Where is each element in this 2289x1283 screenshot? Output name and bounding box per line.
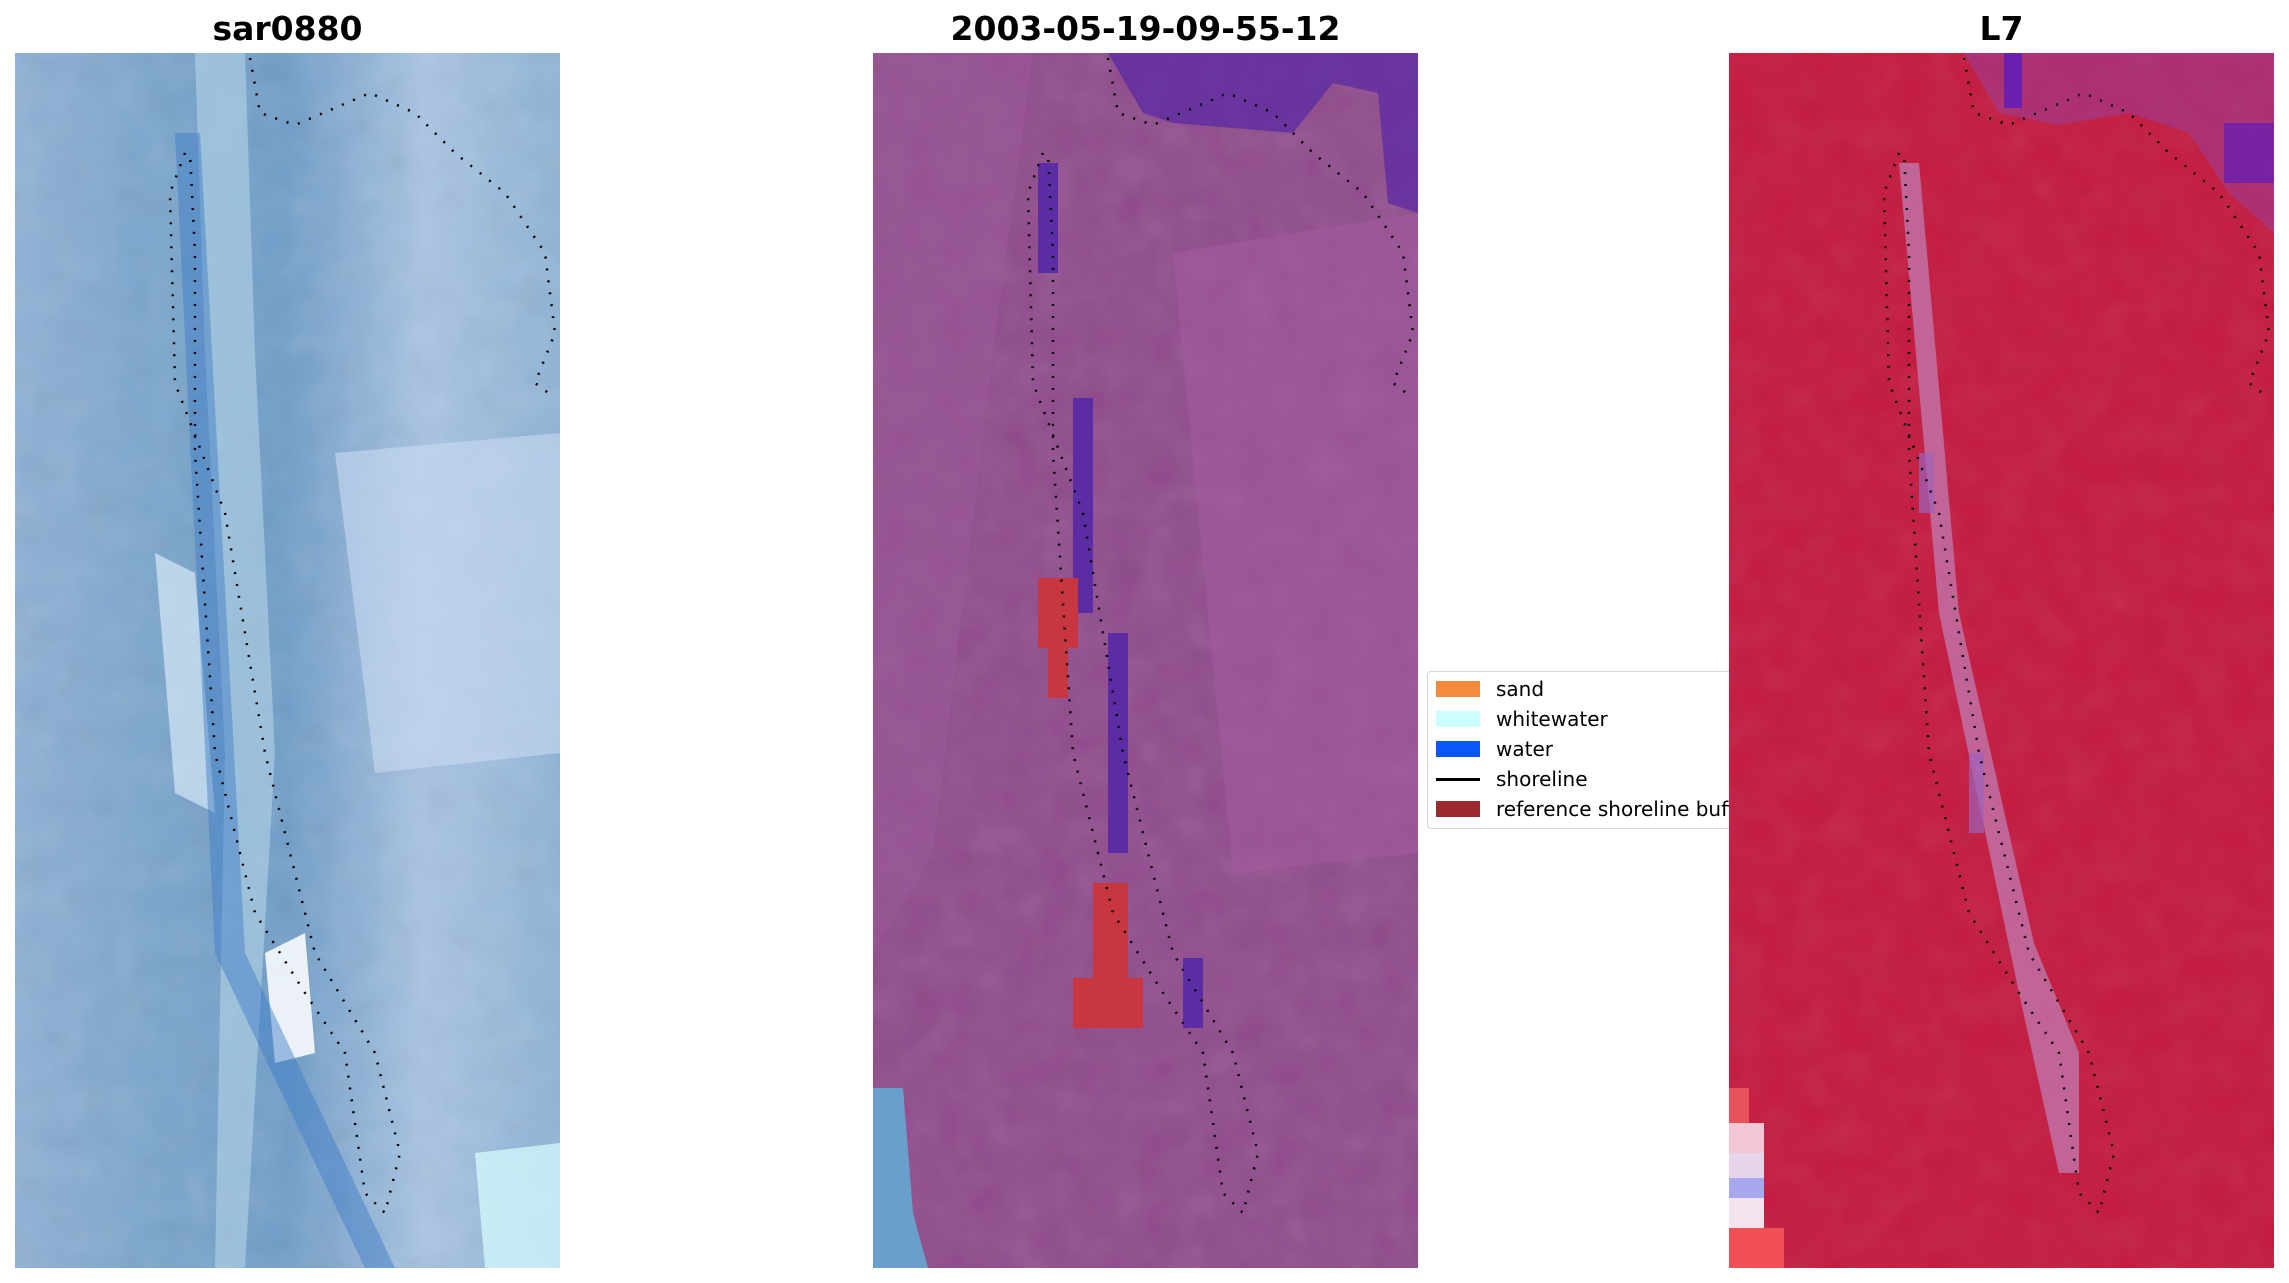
legend-label-water: water xyxy=(1496,737,1553,761)
panel-title-rgb: sar0880 xyxy=(212,9,363,48)
legend-item-whitewater: whitewater xyxy=(1436,706,1608,732)
classified-image xyxy=(873,53,1418,1268)
index-image xyxy=(1729,53,2274,1268)
rgb-image xyxy=(15,53,560,1268)
legend-item-water: water xyxy=(1436,736,1553,762)
legend-item-shoreline: shoreline xyxy=(1436,766,1588,792)
sand-swatch xyxy=(1436,681,1480,697)
panel-title-index: L7 xyxy=(1979,9,2024,48)
legend: sand whitewater water shoreline referenc… xyxy=(1427,671,1737,829)
legend-item-reference-buffer: reference shoreline buffer xyxy=(1436,796,1737,822)
whitewater-swatch xyxy=(1436,711,1480,727)
panel-title-classified: 2003-05-19-09-55-12 xyxy=(950,9,1341,48)
legend-item-sand: sand xyxy=(1436,676,1544,702)
index-image-panel xyxy=(1729,53,2274,1268)
classified-image-panel xyxy=(873,53,1418,1268)
legend-label-reference-buffer: reference shoreline buffer xyxy=(1496,797,1737,821)
legend-label-whitewater: whitewater xyxy=(1496,707,1608,731)
legend-label-shoreline: shoreline xyxy=(1496,767,1588,791)
shoreline-line-swatch xyxy=(1436,777,1480,781)
legend-label-sand: sand xyxy=(1496,677,1545,701)
rgb-image-panel xyxy=(15,53,560,1268)
water-swatch xyxy=(1436,741,1480,757)
reference-buffer-swatch xyxy=(1436,801,1480,817)
